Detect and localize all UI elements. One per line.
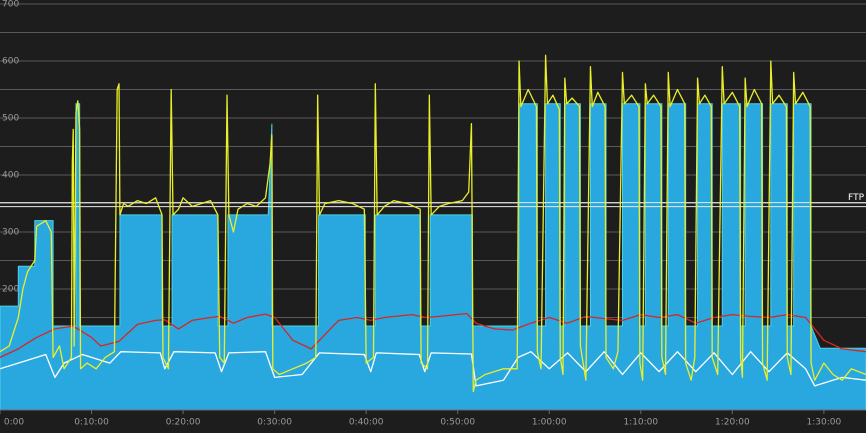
x-tick-label: 0:40:00 (349, 418, 384, 428)
x-tick-label: 0:30:00 (257, 418, 292, 428)
x-tick-label: 0:10:00 (74, 418, 109, 428)
x-tick-label: 0:50:00 (440, 418, 475, 428)
x-tick-label: 1:30:00 (807, 418, 842, 428)
y-tick-label: 600 (2, 57, 19, 67)
y-tick-label: 500 (2, 114, 19, 124)
x-tick-label: 1:00:00 (532, 418, 567, 428)
data-line (0, 351, 866, 387)
x-tick-label: 0:20:00 (166, 418, 201, 428)
data-line (0, 312, 866, 358)
data-line (0, 54, 866, 393)
y-tick-label: 700 (2, 0, 19, 10)
x-axis-band (0, 410, 866, 433)
y-tick-label: 200 (2, 285, 19, 295)
x-tick-label: 0:00 (4, 418, 24, 428)
y-tick-label: 300 (2, 228, 19, 238)
x-tick-label: 1:20:00 (715, 418, 750, 428)
ftp-label: FTP (848, 193, 865, 203)
y-tick-label: 400 (2, 171, 19, 181)
x-tick-label: 1:10:00 (623, 418, 658, 428)
